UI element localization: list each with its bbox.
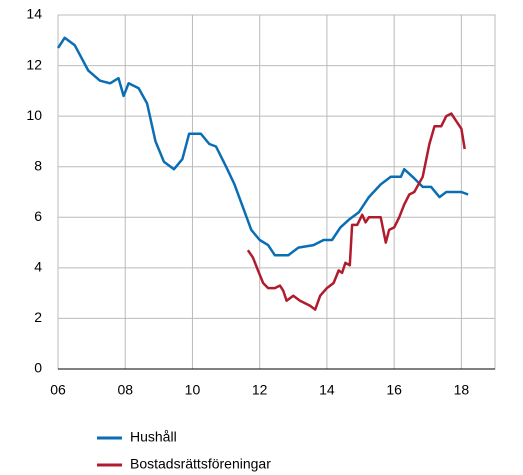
x-tick-label: 12 bbox=[252, 382, 268, 398]
x-tick-label: 16 bbox=[386, 382, 402, 398]
plot-area bbox=[57, 14, 496, 370]
y-tick-label: 10 bbox=[26, 107, 42, 123]
legend-label: Hushåll bbox=[130, 429, 177, 445]
y-tick-label: 12 bbox=[26, 56, 42, 72]
y-tick-label: 8 bbox=[34, 157, 42, 173]
data-line bbox=[246, 112, 466, 311]
data-line bbox=[56, 36, 469, 257]
legend-label: Bostadsrättsföreningar bbox=[130, 456, 271, 472]
x-tick-label: 14 bbox=[319, 382, 335, 398]
x-tick-label: 18 bbox=[454, 382, 470, 398]
y-tick-label: 0 bbox=[34, 360, 42, 376]
y-tick-label: 2 bbox=[34, 309, 42, 325]
x-tick-label: 06 bbox=[50, 382, 66, 398]
x-tick-label: 10 bbox=[185, 382, 201, 398]
y-tick-label: 4 bbox=[34, 259, 42, 275]
y-tick-label: 6 bbox=[34, 208, 42, 224]
x-tick-label: 08 bbox=[117, 382, 133, 398]
y-tick-label: 14 bbox=[26, 6, 42, 22]
